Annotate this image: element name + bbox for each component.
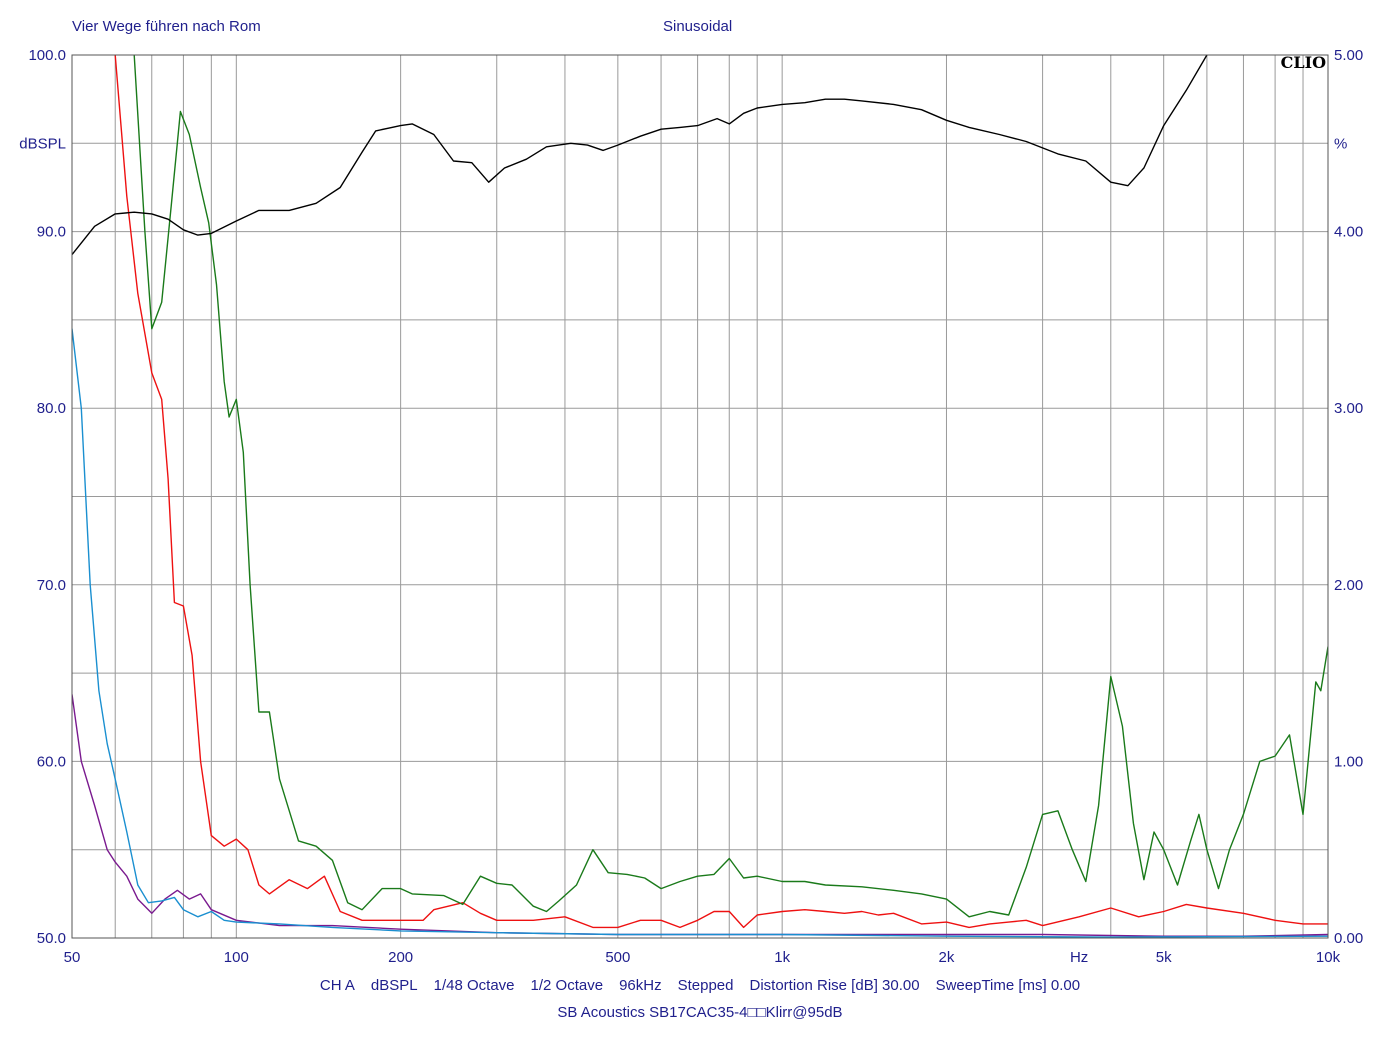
y-left-tick-label: 90.0 bbox=[37, 224, 66, 241]
y-right-tick-label: 2.00 bbox=[1334, 577, 1363, 594]
setting-item: SweepTime [ms] 0.00 bbox=[935, 977, 1081, 994]
setting-item: Distortion Rise [dB] 30.00 bbox=[749, 977, 920, 994]
plot-frame bbox=[71, 54, 1329, 939]
x-tick-label: 2k bbox=[939, 949, 955, 966]
frequency-response-chart: 50 100 200 500 1k 2k Hz 5k 10k 50.0 60.0 70.0 80.0 90… bbox=[19, 47, 1363, 966]
setting-item: 1/2 Octave bbox=[530, 977, 604, 994]
x-tick-label: 100 bbox=[224, 949, 249, 966]
setting-item: Stepped bbox=[677, 977, 734, 994]
y-left-tick-label: 100.0 bbox=[28, 47, 66, 64]
x-tick-label: 50 bbox=[64, 949, 81, 966]
clio-logo: CLIO bbox=[1281, 53, 1326, 72]
y-left-tick-label: 60.0 bbox=[37, 753, 66, 770]
series-lines bbox=[72, 55, 1328, 938]
chart-title-right: Sinusoidal bbox=[663, 18, 733, 35]
setting-item: CH A bbox=[319, 977, 355, 994]
x-tick-label: 5k bbox=[1156, 949, 1172, 966]
chart-title-left: Vier Wege führen nach Rom bbox=[72, 18, 261, 35]
axis-labels: 50 100 200 500 1k 2k Hz 5k 10k 50.0 60.0 70.0 80.0 90… bbox=[19, 47, 1363, 966]
y-right-tick-label: 4.00 bbox=[1334, 224, 1363, 241]
setting-item: 1/48 Octave bbox=[433, 977, 515, 994]
y-left-axis-label: dBSPL bbox=[19, 135, 66, 152]
y-right-tick-label: 1.00 bbox=[1334, 753, 1363, 770]
series-line-green bbox=[133, 55, 1328, 918]
series-line-blue bbox=[72, 328, 1328, 938]
measurement-settings: CH A dBSPL 1/48 Octave 1/2 Octave 96kHz Stepp… bbox=[0, 977, 1400, 994]
x-tick-label: Hz bbox=[1070, 949, 1088, 966]
y-left-tick-label: 70.0 bbox=[37, 577, 66, 594]
grid-lines bbox=[72, 55, 1328, 938]
setting-item: dBSPL bbox=[370, 977, 418, 994]
x-tick-label: 1k bbox=[774, 949, 790, 966]
series-line-spl bbox=[72, 55, 1208, 256]
y-left-tick-label: 50.0 bbox=[37, 930, 66, 947]
setting-item: 96kHz bbox=[619, 977, 662, 994]
y-right-axis-label: % bbox=[1334, 135, 1347, 152]
x-tick-label: 200 bbox=[388, 949, 413, 966]
x-tick-label: 10k bbox=[1316, 949, 1341, 966]
y-right-tick-label: 0.00 bbox=[1334, 930, 1363, 947]
series-line-purple bbox=[72, 694, 1328, 937]
y-right-tick-label: 3.00 bbox=[1334, 400, 1363, 417]
y-left-tick-label: 80.0 bbox=[37, 400, 66, 417]
series-line-red bbox=[114, 55, 1328, 929]
x-tick-label: 500 bbox=[605, 949, 630, 966]
device-label: SB Acoustics SB17CAC35-4□□Klirr@95dB bbox=[557, 1004, 843, 1021]
y-right-tick-label: 5.00 bbox=[1334, 47, 1363, 64]
